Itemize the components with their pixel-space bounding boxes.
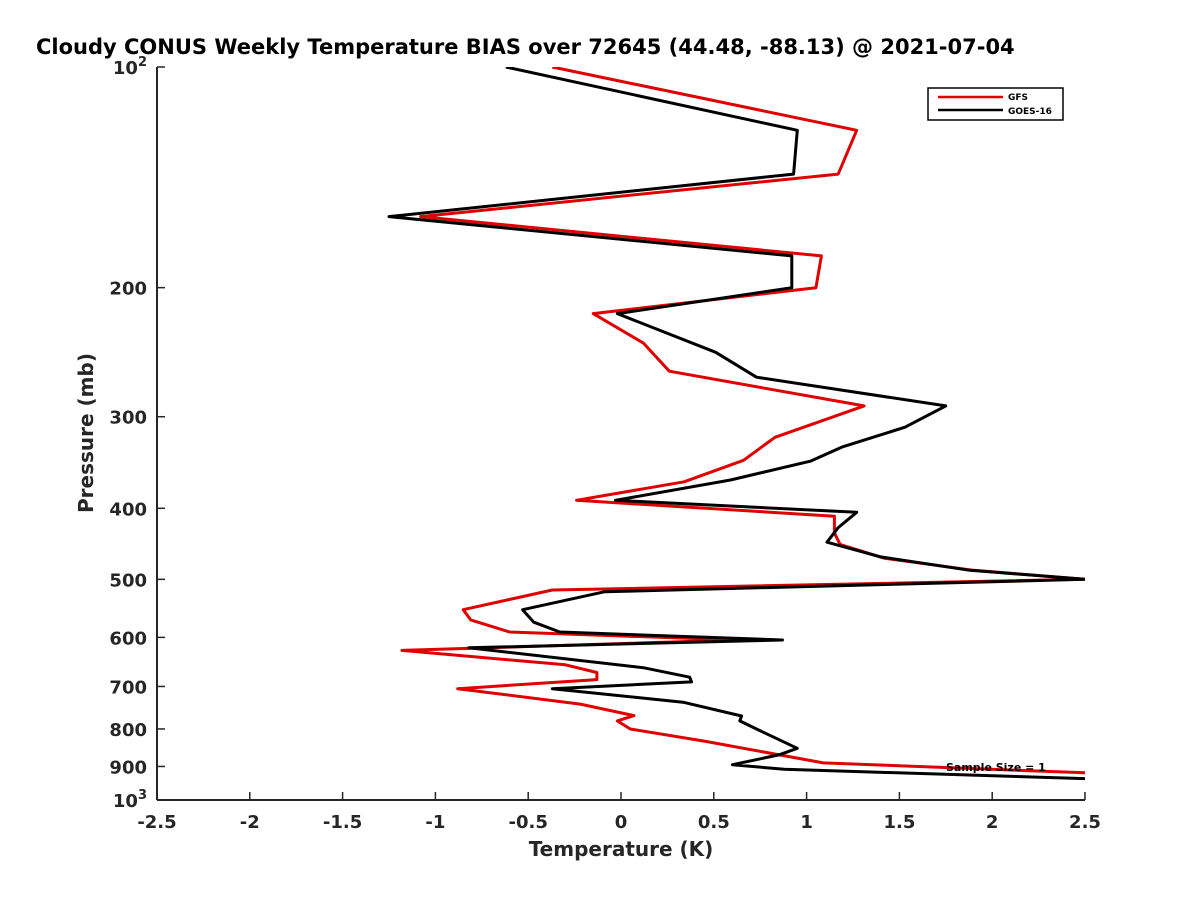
sample-size-annotation: Sample Size = 1 <box>946 761 1046 774</box>
chart-title: Cloudy CONUS Weekly Temperature BIAS ove… <box>36 35 1015 59</box>
series-line-goes16 <box>387 67 1085 781</box>
y-axis-label: Pressure (mb) <box>74 353 98 513</box>
y-tick-label: 700 <box>109 677 147 698</box>
x-tick-label: -1 <box>425 812 445 833</box>
x-tick-label: 2.5 <box>1069 812 1101 833</box>
x-tick-label: -0.5 <box>509 812 548 833</box>
y-tick-label: 900 <box>109 757 147 778</box>
x-tick-label: -2.5 <box>137 812 176 833</box>
x-tick-label: 1.5 <box>883 812 915 833</box>
y-tick-label: 500 <box>109 570 147 591</box>
y-tick-label: 400 <box>109 499 147 520</box>
legend: GFS GOES-16 <box>927 87 1064 121</box>
legend-label-gfs: GFS <box>1008 93 1028 103</box>
x-axis-label: Temperature (K) <box>529 837 714 861</box>
y-tick-label: 600 <box>109 628 147 649</box>
x-tick-label: -2 <box>240 812 260 833</box>
x-tick-label: 0.5 <box>698 812 730 833</box>
y-tick-label: 800 <box>109 720 147 741</box>
y-axis-ticks: 102 200 300 400 500 600 700 800 900 103 <box>109 55 165 812</box>
x-tick-label: 1 <box>800 812 813 833</box>
y-tick-label: 200 <box>109 279 147 300</box>
legend-box <box>927 87 1064 121</box>
x-tick-label: -1.5 <box>323 812 362 833</box>
legend-label-goes16: GOES-16 <box>1008 107 1052 117</box>
plot-area <box>157 67 1085 800</box>
y-tick-label: 102 <box>113 55 147 79</box>
x-tick-label: 0 <box>615 812 628 833</box>
plot-lines <box>387 67 1085 781</box>
y-tick-label: 103 <box>113 788 147 812</box>
x-axis-ticks: -2.5 -2 -1.5 -1 -0.5 0 0.5 1 1.5 2 2.5 <box>137 792 1101 833</box>
y-tick-label: 300 <box>109 408 147 429</box>
x-tick-label: 2 <box>986 812 999 833</box>
